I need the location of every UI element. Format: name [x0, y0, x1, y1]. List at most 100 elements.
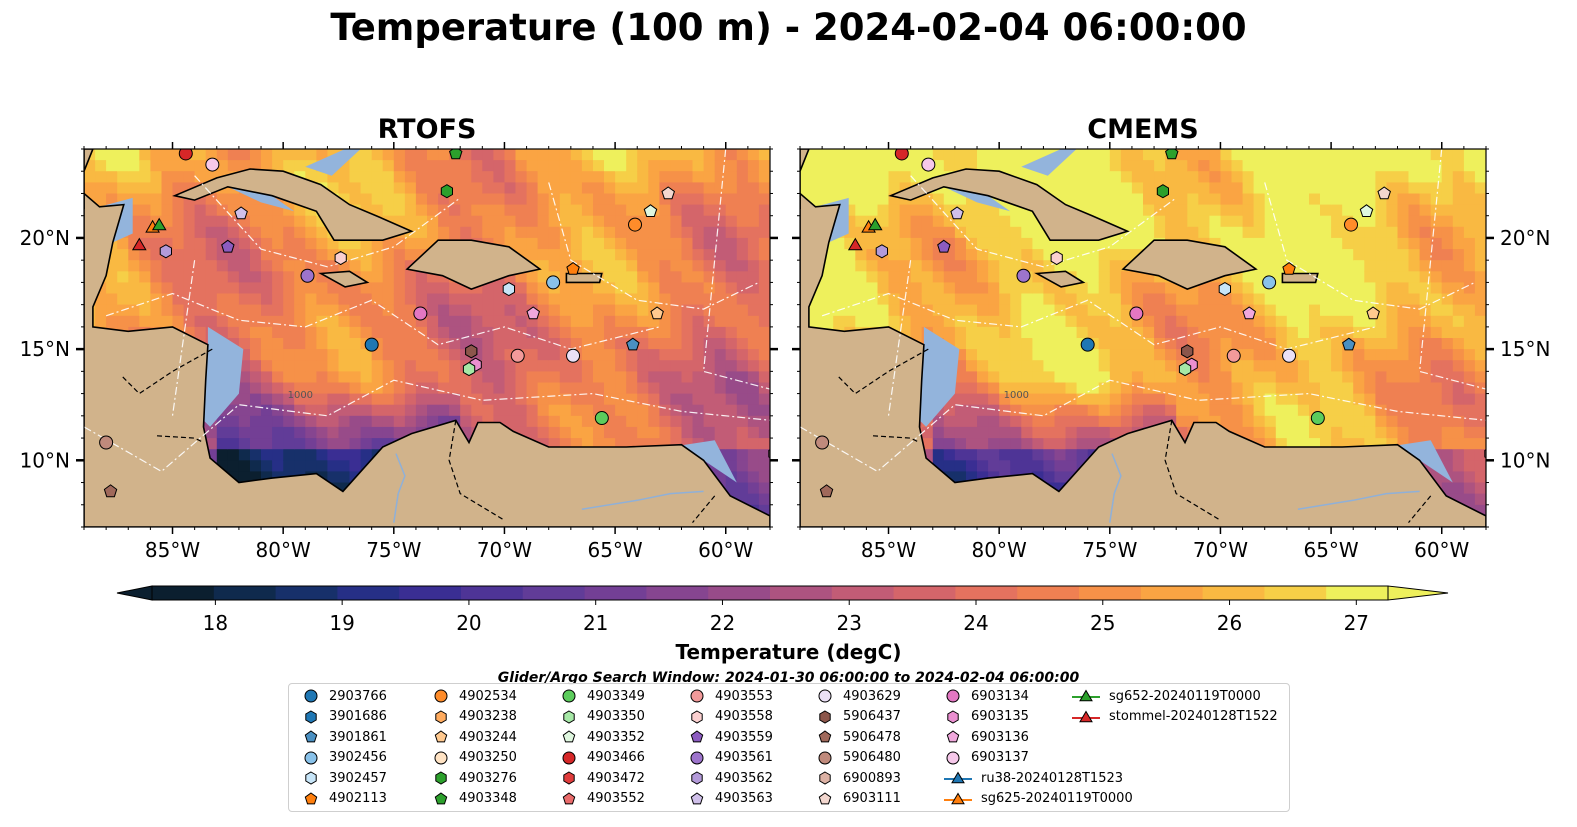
temperature-cell	[1154, 393, 1166, 406]
temperature-cell	[1430, 171, 1443, 183]
temperature-cell	[714, 415, 727, 428]
temperature-cell	[216, 215, 229, 228]
shelf-cuba_s	[943, 186, 1011, 212]
temperature-cell	[150, 260, 163, 272]
temperature-cell	[526, 215, 539, 228]
temperature-cell	[1474, 471, 1486, 484]
temperature-cell	[415, 338, 428, 350]
temperature-cell	[482, 315, 494, 328]
temperature-cell	[1065, 149, 1078, 161]
temperature-cell	[1176, 193, 1188, 206]
temperature-cell	[954, 360, 967, 372]
temperature-cell	[966, 249, 978, 261]
temperature-cell	[526, 193, 539, 206]
temperature-cell	[261, 237, 273, 250]
temperature-cell	[404, 149, 417, 161]
temperature-cell	[659, 204, 672, 217]
temperature-cell	[371, 393, 384, 406]
legend-marker-icon	[304, 791, 318, 804]
temperature-cell	[1430, 371, 1443, 384]
marker-3901861	[626, 337, 640, 351]
temperature-cell	[1441, 282, 1454, 295]
temperature-cell	[349, 415, 362, 428]
temperature-cell	[216, 160, 229, 172]
temperature-cell	[637, 326, 649, 339]
eez-boundary	[548, 182, 760, 310]
temperature-cell	[1297, 426, 1310, 439]
temperature-cell	[1320, 371, 1332, 384]
temperature-cell	[714, 360, 727, 372]
temperature-cell	[1331, 282, 1343, 295]
temperature-cell	[977, 282, 989, 295]
temperature-cell	[382, 338, 395, 350]
temperature-cell	[888, 293, 901, 306]
temperature-cell	[1264, 326, 1277, 339]
temperature-cell	[460, 426, 472, 439]
temperature-cell	[1176, 393, 1188, 406]
temperature-cell	[1065, 282, 1078, 295]
temperature-cell	[1375, 204, 1388, 217]
temperature-cell	[1143, 271, 1155, 283]
temperature-cell	[747, 426, 760, 439]
temperature-cell	[648, 171, 660, 183]
temperature-cell	[1054, 326, 1067, 339]
temperature-cell	[670, 215, 683, 228]
temperature-cell	[1364, 149, 1376, 161]
temperature-cell	[183, 226, 196, 239]
temperature-cell	[1353, 371, 1365, 384]
legend-marker	[435, 771, 447, 785]
temperature-cell	[1165, 338, 1177, 350]
temperature-cell	[1309, 171, 1321, 183]
temperature-cell	[382, 171, 395, 183]
lat-tick-label: 20°N	[1500, 226, 1550, 250]
temperature-cell	[404, 404, 417, 417]
temperature-cell	[1054, 237, 1067, 250]
temperature-cell	[1043, 326, 1056, 339]
temperature-cell	[1264, 360, 1277, 372]
temperature-cell	[822, 182, 834, 195]
temperature-cell	[106, 149, 118, 161]
temperature-cell	[537, 404, 550, 417]
temperature-cell	[504, 315, 517, 328]
temperature-cell	[866, 226, 879, 239]
temperature-cell	[261, 415, 273, 428]
temperature-cell	[216, 415, 229, 428]
temperature-cell	[504, 349, 517, 361]
temperature-cell	[393, 338, 406, 350]
temperature-cell	[172, 171, 185, 183]
temperature-cell	[1176, 204, 1188, 217]
temperature-cell	[360, 326, 373, 339]
temperature-cell	[954, 460, 967, 472]
map-frame	[83, 148, 771, 528]
temperature-cell	[855, 160, 867, 172]
temperature-cell	[570, 304, 583, 317]
temperature-cell	[943, 326, 956, 339]
temperature-cell	[637, 237, 649, 250]
temperature-cell	[393, 393, 406, 406]
temperature-cell	[1386, 371, 1399, 384]
temperature-cell	[999, 460, 1011, 472]
temperature-cell	[482, 382, 494, 395]
temperature-cell	[449, 371, 461, 384]
temperature-cell	[1386, 193, 1399, 206]
legend-marker	[946, 751, 960, 764]
temperature-cell	[515, 215, 528, 228]
marker-4903553	[1226, 348, 1241, 363]
temperature-cell	[615, 371, 627, 384]
temperature-cell	[172, 315, 185, 328]
temperature-cell	[888, 193, 901, 206]
temperature-cell	[1375, 326, 1388, 339]
legend-marker	[947, 709, 959, 724]
temperature-cell	[1032, 371, 1045, 384]
temperature-cell	[1231, 271, 1244, 283]
temperature-cell	[559, 371, 572, 384]
temperature-cell	[725, 460, 738, 472]
temperature-cell	[670, 338, 683, 350]
temperature-cell	[382, 382, 395, 395]
temperature-cell	[537, 226, 550, 239]
temperature-cell	[1010, 426, 1022, 439]
temperature-cell	[139, 193, 151, 206]
colorbar-tick-label: 19	[329, 611, 354, 635]
temperature-cell	[1120, 382, 1133, 395]
